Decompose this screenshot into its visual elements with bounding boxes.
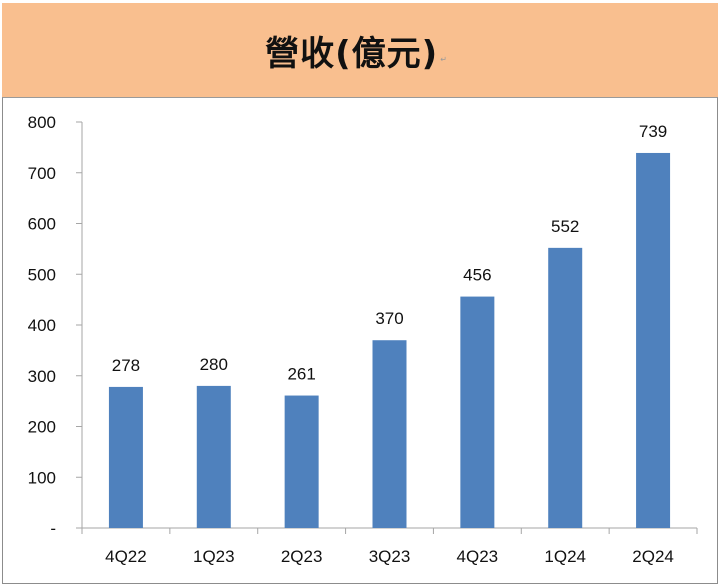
data-label: 552: [551, 217, 579, 236]
bar-4Q22: [108, 386, 143, 528]
data-label: 456: [463, 266, 491, 285]
y-tick-label: 100: [28, 468, 56, 487]
paragraph-mark-icon: ↵: [440, 55, 447, 64]
y-tick-label: 200: [28, 418, 56, 437]
x-tick-label: 2Q24: [632, 547, 674, 566]
x-tick-label: 1Q23: [193, 547, 235, 566]
data-label: 261: [287, 365, 315, 384]
chart-title-banner: 營收(億元) ↵: [2, 3, 718, 98]
y-tick-label: 300: [28, 367, 56, 386]
chart-title: 營收(億元): [265, 34, 439, 74]
data-label: 278: [112, 356, 140, 375]
y-tick-label: 700: [28, 164, 56, 183]
bar-1Q23: [196, 385, 231, 528]
x-tick-label: 3Q23: [369, 547, 411, 566]
x-tick-label: 4Q23: [457, 547, 499, 566]
bar-3Q23: [372, 340, 407, 528]
y-tick-label: 600: [28, 215, 56, 234]
bar-1Q24: [548, 247, 583, 529]
x-tick-label: 1Q24: [544, 547, 586, 566]
x-tick-label: 4Q22: [105, 547, 147, 566]
x-tick-label: 2Q23: [281, 547, 323, 566]
y-tick-label: 500: [28, 265, 56, 284]
bar-4Q23: [460, 296, 495, 528]
data-label: 280: [200, 355, 228, 374]
bar-2Q24: [636, 152, 671, 528]
y-tick-label: 400: [28, 316, 56, 335]
bar-2Q23: [284, 395, 319, 528]
data-label: 739: [639, 122, 667, 141]
y-tick-label: 800: [28, 113, 56, 132]
data-label: 370: [375, 309, 403, 328]
y-tick-label: -: [50, 519, 56, 538]
